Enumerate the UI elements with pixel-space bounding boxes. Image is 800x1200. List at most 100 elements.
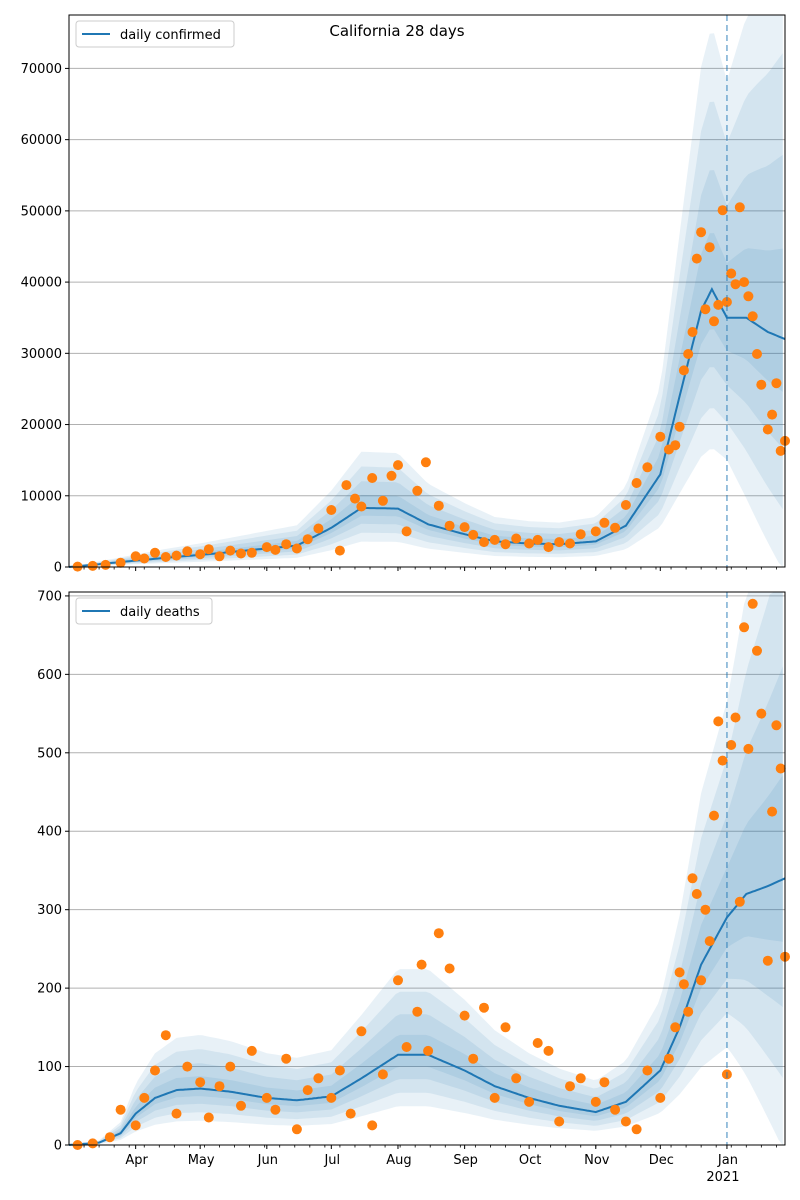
observed-point xyxy=(726,740,737,750)
deaths-observed-points xyxy=(72,598,790,1150)
observed-point xyxy=(691,253,702,264)
observed-point xyxy=(182,546,193,557)
observed-point xyxy=(401,526,412,537)
observed-point xyxy=(195,1077,206,1088)
observed-point xyxy=(139,553,150,564)
confirmed-x-ticks xyxy=(83,567,777,571)
observed-point xyxy=(565,1081,575,1092)
observed-point xyxy=(524,538,535,549)
observed-point xyxy=(775,763,786,774)
uncertainty-band xyxy=(69,15,783,567)
observed-point xyxy=(291,543,302,554)
observed-point xyxy=(739,277,750,288)
deaths-legend: daily deaths xyxy=(75,597,213,625)
chart-title: California 28 days xyxy=(329,22,464,40)
observed-point xyxy=(281,1053,292,1064)
y-tick-label: 500 xyxy=(37,746,62,761)
observed-point xyxy=(326,1092,337,1103)
observed-point xyxy=(631,478,642,488)
observed-point xyxy=(709,316,719,327)
observed-point xyxy=(459,522,470,533)
observed-point xyxy=(747,311,758,322)
observed-point xyxy=(246,1045,257,1056)
observed-point xyxy=(302,534,313,545)
observed-point xyxy=(739,622,750,633)
y-tick-label: 400 xyxy=(37,825,62,840)
observed-point xyxy=(334,1065,345,1076)
legend-box xyxy=(75,597,213,625)
observed-point xyxy=(261,542,272,553)
confirmed-grid xyxy=(69,67,785,497)
observed-point xyxy=(500,1022,511,1033)
observed-point xyxy=(543,542,554,553)
observed-point xyxy=(620,1116,631,1127)
observed-point xyxy=(225,545,236,556)
observed-point xyxy=(575,529,586,540)
observed-point xyxy=(236,1100,246,1111)
observed-point xyxy=(104,1132,115,1143)
observed-point xyxy=(631,1124,642,1135)
observed-point xyxy=(713,299,724,310)
confirmed-panel: 0 10000 20000 30000 40000 50000 60000 70000 dai… xyxy=(21,14,790,576)
observed-point xyxy=(700,904,711,915)
observed-point xyxy=(717,755,728,766)
observed-point xyxy=(401,1042,412,1052)
y-tick-label: 30000 xyxy=(21,347,62,362)
observed-point xyxy=(756,708,767,719)
observed-point xyxy=(620,500,631,510)
observed-point xyxy=(270,1104,281,1115)
observed-point xyxy=(610,522,621,533)
observed-point xyxy=(599,517,610,528)
observed-point xyxy=(377,495,388,506)
observed-point xyxy=(393,460,403,471)
x-tick-label: Jun xyxy=(257,1153,278,1168)
y-tick-label: 60000 xyxy=(21,133,62,148)
uncertainty-band xyxy=(69,233,783,567)
observed-point xyxy=(762,955,773,966)
confirmed-y-ticks: 0 10000 20000 30000 40000 50000 60000 70000 xyxy=(21,62,69,576)
y-tick-label: 0 xyxy=(54,561,62,576)
y-tick-label: 70000 xyxy=(21,62,62,77)
observed-point xyxy=(747,598,758,609)
observed-point xyxy=(554,537,565,548)
observed-point xyxy=(532,1038,543,1048)
observed-point xyxy=(203,544,214,555)
observed-point xyxy=(468,529,479,540)
observed-point xyxy=(225,1061,236,1072)
observed-point xyxy=(511,533,522,544)
observed-point xyxy=(386,470,397,481)
confirmed-bands xyxy=(69,15,783,568)
observed-point xyxy=(334,545,345,556)
observed-point xyxy=(730,712,741,723)
observed-point xyxy=(350,493,360,504)
observed-point xyxy=(683,349,694,359)
observed-point xyxy=(214,1081,225,1092)
observed-point xyxy=(663,1053,674,1064)
observed-point xyxy=(171,1108,182,1119)
observed-point xyxy=(489,1092,500,1103)
observed-point xyxy=(195,549,206,560)
observed-point xyxy=(479,537,489,548)
x-tick-label: Dec xyxy=(649,1153,674,1168)
observed-point xyxy=(575,1073,586,1084)
uncertainty-band xyxy=(69,592,783,1145)
y-tick-label: 100 xyxy=(37,1060,62,1075)
observed-point xyxy=(420,457,431,468)
observed-point xyxy=(423,1045,434,1056)
observed-point xyxy=(150,547,160,558)
observed-point xyxy=(743,743,754,754)
observed-point xyxy=(704,242,715,253)
observed-point xyxy=(139,1092,150,1103)
observed-point xyxy=(687,873,698,884)
x-tick-label: Apr xyxy=(125,1153,148,1168)
observed-point xyxy=(367,473,378,483)
y-tick-label: 40000 xyxy=(21,276,62,291)
observed-point xyxy=(356,501,367,512)
observed-point xyxy=(246,547,257,558)
observed-point xyxy=(130,551,141,562)
y-tick-label: 0 xyxy=(54,1139,62,1154)
observed-point xyxy=(687,327,698,337)
observed-point xyxy=(182,1061,193,1072)
observed-point xyxy=(281,539,292,550)
